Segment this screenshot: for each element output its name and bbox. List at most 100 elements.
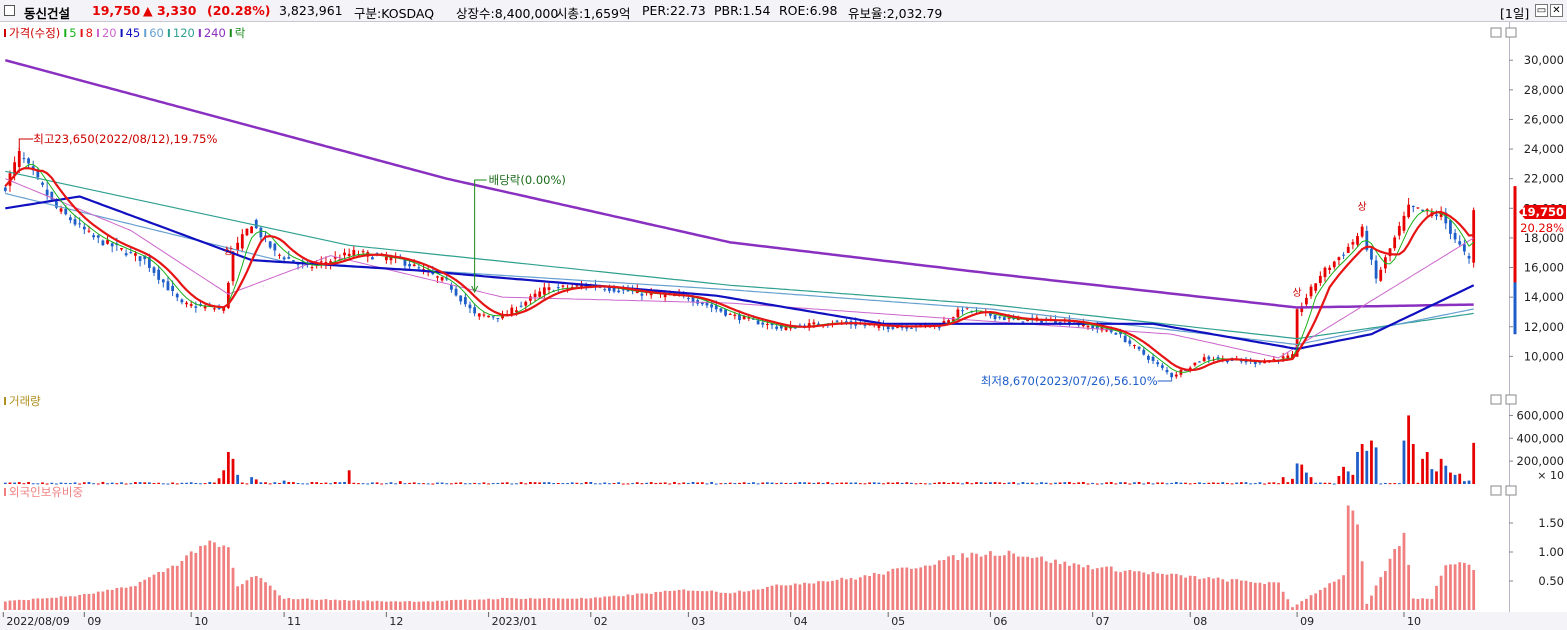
panel-button[interactable]	[1505, 27, 1517, 38]
volume-bar	[1226, 482, 1229, 484]
change-pct-label: 20.28%	[1520, 221, 1564, 235]
volume-bar	[840, 482, 844, 484]
volume-bar	[185, 482, 188, 484]
volume-bar	[635, 482, 639, 484]
candle-body	[770, 323, 774, 326]
foreign-bar	[714, 591, 718, 610]
candle-body	[278, 254, 281, 256]
candle-body	[733, 314, 737, 316]
select-checkbox[interactable]	[4, 5, 15, 16]
candle-body	[45, 189, 49, 196]
volume-bar	[854, 482, 858, 484]
foreign-bar	[491, 599, 495, 610]
volume-bar	[1068, 481, 1071, 484]
ma240-line	[4, 58, 1474, 309]
volume-bar	[733, 483, 737, 485]
foreign-bar	[812, 583, 816, 610]
price-axis-label: 16,000	[1524, 261, 1564, 275]
foreign-bar	[868, 576, 872, 610]
foreign-bar	[1081, 567, 1085, 610]
foreign-bar	[1114, 571, 1118, 610]
volume-bar	[1026, 482, 1029, 484]
volume-bar	[752, 482, 755, 484]
foreign-bar	[1002, 555, 1006, 610]
panel-button[interactable]	[1505, 485, 1517, 496]
foreign-bar	[1472, 569, 1476, 610]
volume-bar	[240, 482, 244, 484]
volume-bar	[919, 482, 923, 484]
foreign-bar	[1370, 595, 1373, 610]
panel-button[interactable]	[1490, 394, 1502, 405]
candle-body	[161, 279, 165, 283]
foreign-bar	[1379, 577, 1383, 610]
close-button[interactable]: ✕	[1550, 4, 1563, 17]
candle-body	[1151, 356, 1155, 361]
foreign-bar	[538, 598, 542, 610]
foreign-bar	[236, 586, 240, 610]
foreign-bar	[928, 565, 932, 610]
candle-body	[222, 307, 226, 311]
candle-body	[1086, 325, 1090, 328]
volume-bar	[886, 482, 890, 484]
candle-body	[607, 286, 611, 291]
x-axis-label: 06	[993, 615, 1007, 628]
foreign-bar	[343, 600, 346, 610]
panel-button[interactable]	[1490, 27, 1502, 38]
legend-swatch	[198, 29, 201, 37]
panel-button[interactable]	[1505, 394, 1517, 405]
volume-bar	[724, 483, 727, 485]
foreign-bar	[840, 577, 844, 610]
candle-body	[1397, 226, 1401, 236]
volume-bar	[477, 483, 481, 485]
candle-body	[1058, 321, 1062, 324]
period-selector[interactable]: [1일]	[1500, 6, 1530, 21]
volume-bar	[296, 483, 300, 485]
foreign-bar	[64, 596, 68, 610]
foreign-bar	[361, 601, 365, 610]
foreign-bar	[68, 596, 72, 610]
candle-body	[998, 316, 1002, 318]
foreign-bar	[1267, 582, 1271, 610]
foreign-bar	[3, 601, 7, 610]
x-axis-label: 12	[389, 615, 403, 628]
volume-bar	[1439, 458, 1443, 484]
volume-bar	[1300, 464, 1304, 484]
foreign-bar	[1226, 581, 1229, 610]
trade-volume: 3,823,961	[279, 3, 343, 18]
foreign-bar	[22, 599, 26, 610]
foreign-bar	[821, 581, 825, 610]
candle-body	[1165, 369, 1169, 373]
foreign-bar	[817, 581, 820, 610]
volume-bar	[1444, 465, 1448, 484]
volume-bar	[129, 483, 133, 485]
volume-bar	[542, 482, 546, 484]
panel-button[interactable]	[1490, 485, 1502, 496]
volume-bar	[793, 482, 797, 484]
stock-name[interactable]: 동신건설	[24, 6, 71, 21]
foreign-bar	[989, 551, 992, 610]
candle-body	[1272, 359, 1276, 361]
per-value: PER:22.73	[642, 3, 706, 18]
volume-bar	[333, 481, 337, 484]
candle-body	[417, 267, 421, 269]
volume-bar	[1230, 483, 1234, 485]
foreign-bar	[691, 590, 695, 610]
volume-bar	[691, 481, 695, 484]
volume-bar	[984, 482, 988, 484]
candle-body	[59, 208, 63, 212]
candle-body	[937, 327, 941, 329]
candle-body	[226, 282, 230, 308]
foreign-bar	[654, 591, 658, 610]
x-axis-label: 09	[1300, 615, 1314, 628]
restore-button[interactable]: ▭	[1535, 4, 1548, 17]
upper-limit-mark: 상	[224, 246, 233, 258]
foreign-bar	[82, 593, 86, 610]
foreign-bar	[477, 599, 481, 610]
volume-bar	[1174, 481, 1178, 484]
volume-bar	[161, 483, 165, 485]
candle-body	[213, 308, 216, 310]
foreign-bar	[621, 596, 625, 610]
volume-bar	[821, 482, 825, 484]
volume-bar	[245, 483, 249, 485]
